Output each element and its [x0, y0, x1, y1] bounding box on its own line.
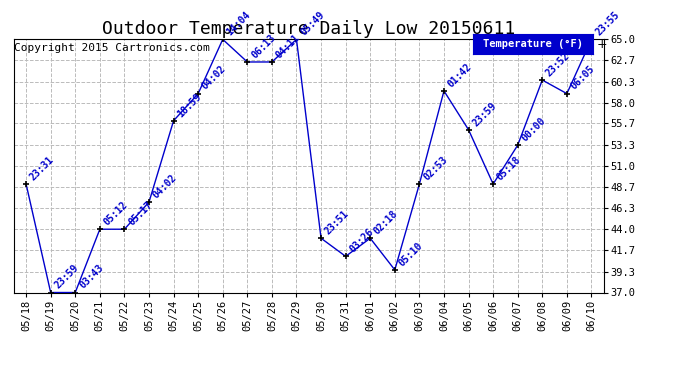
Text: 23:51: 23:51: [323, 209, 351, 237]
Text: 23:59: 23:59: [471, 100, 498, 128]
Text: 04:11: 04:11: [274, 32, 302, 60]
Text: 04:02: 04:02: [200, 64, 228, 92]
Text: 00:00: 00:00: [520, 116, 548, 143]
Text: 23:55: 23:55: [593, 10, 621, 38]
Title: Outdoor Temperature Daily Low 20150611: Outdoor Temperature Daily Low 20150611: [102, 20, 515, 38]
Text: 04:02: 04:02: [151, 172, 179, 200]
Text: 23:59: 23:59: [52, 263, 81, 291]
Text: 03:43: 03:43: [77, 263, 105, 291]
Text: +: +: [597, 38, 607, 51]
Text: 23:52: 23:52: [544, 50, 572, 78]
Text: 23:31: 23:31: [28, 154, 56, 182]
Text: 05:12: 05:12: [102, 200, 130, 227]
Text: 18:59: 18:59: [175, 91, 204, 119]
Text: 03:26: 03:26: [348, 227, 375, 255]
Text: 05:10: 05:10: [397, 240, 424, 268]
Text: 06:05: 06:05: [569, 64, 597, 92]
Text: 01:42: 01:42: [446, 61, 474, 89]
Text: 02:18: 02:18: [372, 209, 400, 237]
Text: 05:18: 05:18: [495, 154, 523, 182]
Text: 05:17: 05:17: [126, 200, 155, 227]
Text: 05:49: 05:49: [299, 10, 326, 38]
Text: Copyright 2015 Cartronics.com: Copyright 2015 Cartronics.com: [14, 43, 210, 53]
Text: Temperature (°F): Temperature (°F): [483, 39, 583, 49]
Text: 14:04: 14:04: [225, 10, 253, 38]
Text: 02:53: 02:53: [422, 154, 449, 182]
Text: 06:13: 06:13: [249, 32, 277, 60]
